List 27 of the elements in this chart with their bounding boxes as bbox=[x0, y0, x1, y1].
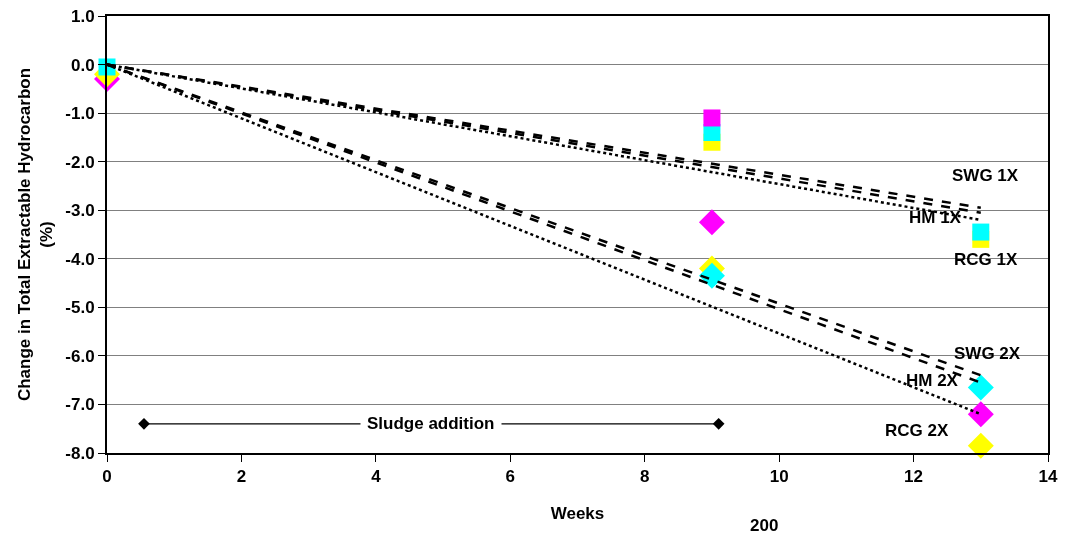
x-tick-label: 4 bbox=[371, 467, 382, 487]
x-tick-label: 10 bbox=[769, 467, 789, 487]
y-tick-label: -8.0 bbox=[65, 443, 95, 463]
y-tick-label: -4.0 bbox=[65, 249, 95, 269]
x-tick-label: 2 bbox=[236, 467, 247, 487]
y-tick-label: -3.0 bbox=[65, 201, 95, 221]
text: RCG 1X bbox=[954, 250, 1018, 269]
y-tick-label: 1.0 bbox=[70, 6, 95, 26]
x-axis-title: Weeks bbox=[550, 504, 605, 524]
y-tick-label: -1.0 bbox=[65, 104, 95, 124]
y-tick-label: 0.0 bbox=[70, 55, 95, 75]
series-label: SWG 1X bbox=[952, 166, 1019, 185]
series-label: HM 2X bbox=[906, 371, 959, 390]
y-tick-label: -5.0 bbox=[65, 298, 95, 318]
x-tick-label: 0 bbox=[102, 467, 112, 487]
series-label: Sludge addition bbox=[367, 414, 495, 433]
y-axis-title: Change in Total Extractable Hydrocarbon (%) bbox=[15, 67, 57, 402]
series-label: SWG 2X bbox=[954, 344, 1021, 363]
text: 200 bbox=[750, 516, 779, 535]
x-tick-label: 6 bbox=[505, 467, 516, 487]
x-tick-label: 8 bbox=[639, 467, 650, 487]
y-tick-label: -6.0 bbox=[65, 346, 95, 366]
y-tick-label: -2.0 bbox=[65, 152, 95, 172]
series-label: RCG 2X bbox=[885, 421, 949, 440]
x-tick-label: 14 bbox=[1038, 467, 1058, 487]
x-tick-label: 12 bbox=[904, 467, 924, 487]
y-tick-label: -7.0 bbox=[65, 395, 95, 415]
